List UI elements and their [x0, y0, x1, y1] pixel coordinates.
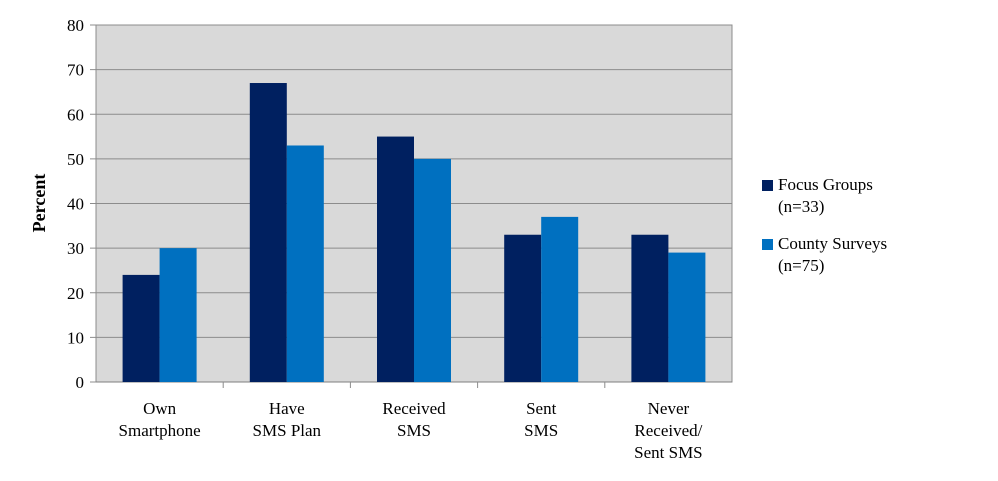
x-tick-label-line: Own [143, 399, 177, 418]
bar-series2-cat3 [414, 158, 451, 382]
x-tick-label-line: Smartphone [119, 421, 201, 440]
legend-item: County Surveys (n=75) [762, 233, 928, 277]
bar-series2-cat4 [541, 216, 579, 382]
x-tick-label-line: Received [382, 399, 446, 418]
legend-label-line: County Surveys [778, 234, 888, 253]
x-tick-label-line: Never [648, 399, 690, 418]
x-tick-label-line: SMS [524, 421, 558, 440]
bar-series2-cat5 [668, 252, 706, 382]
legend-label-line: (n=33) [778, 197, 825, 216]
x-tick-label-line: SMS [397, 421, 431, 440]
x-tick-label-line: Received/ [634, 421, 702, 440]
bar-series2-cat2 [286, 145, 324, 382]
y-tick-label: 0 [76, 373, 85, 392]
legend-swatch [762, 180, 773, 191]
y-tick-label: 20 [67, 284, 84, 303]
x-tick-label-line: Sent SMS [634, 443, 703, 462]
legend-label: Focus Groups (n=33) [778, 174, 928, 218]
y-tick-label: 30 [67, 239, 84, 258]
bar-series1-cat4 [504, 234, 542, 382]
x-tick-label: Sent SMS [524, 399, 558, 440]
bar-series1-cat2 [249, 83, 287, 382]
y-tick-label: 50 [67, 150, 84, 169]
legend-label-line: (n=75) [778, 256, 825, 275]
y-axis-label: Percent [29, 174, 49, 233]
x-tick-label-line: Sent [526, 399, 557, 418]
bar-series1-cat5 [631, 234, 669, 382]
y-tick-label: 40 [67, 195, 84, 214]
bar-series2-cat1 [159, 248, 197, 382]
legend-swatch [762, 239, 773, 250]
x-tick-label-line: Have [269, 399, 305, 418]
bar-series1-cat3 [377, 136, 414, 382]
x-tick-label: Received SMS [382, 399, 446, 440]
y-tick-label: 10 [67, 328, 84, 347]
x-tick-label-line: SMS Plan [253, 421, 322, 440]
y-tick-label: 70 [67, 61, 84, 80]
legend-item: Focus Groups (n=33) [762, 174, 928, 218]
bar-series1-cat1 [122, 274, 160, 382]
x-tick-label: Own Smartphone [119, 399, 201, 440]
legend-label: County Surveys (n=75) [778, 233, 928, 277]
y-axis-ticks: 0 10 20 30 40 50 60 70 80 [67, 16, 96, 392]
x-tick-label: Never Received/Sent SMS [634, 399, 703, 462]
x-tick-label: Have SMS Plan [253, 399, 322, 440]
legend-label-line: Focus Groups [778, 175, 873, 194]
bars [122, 83, 706, 382]
y-tick-label: 60 [67, 105, 84, 124]
legend: Focus Groups (n=33) County Surveys (n=75) [762, 174, 928, 292]
y-tick-label: 80 [67, 16, 84, 35]
